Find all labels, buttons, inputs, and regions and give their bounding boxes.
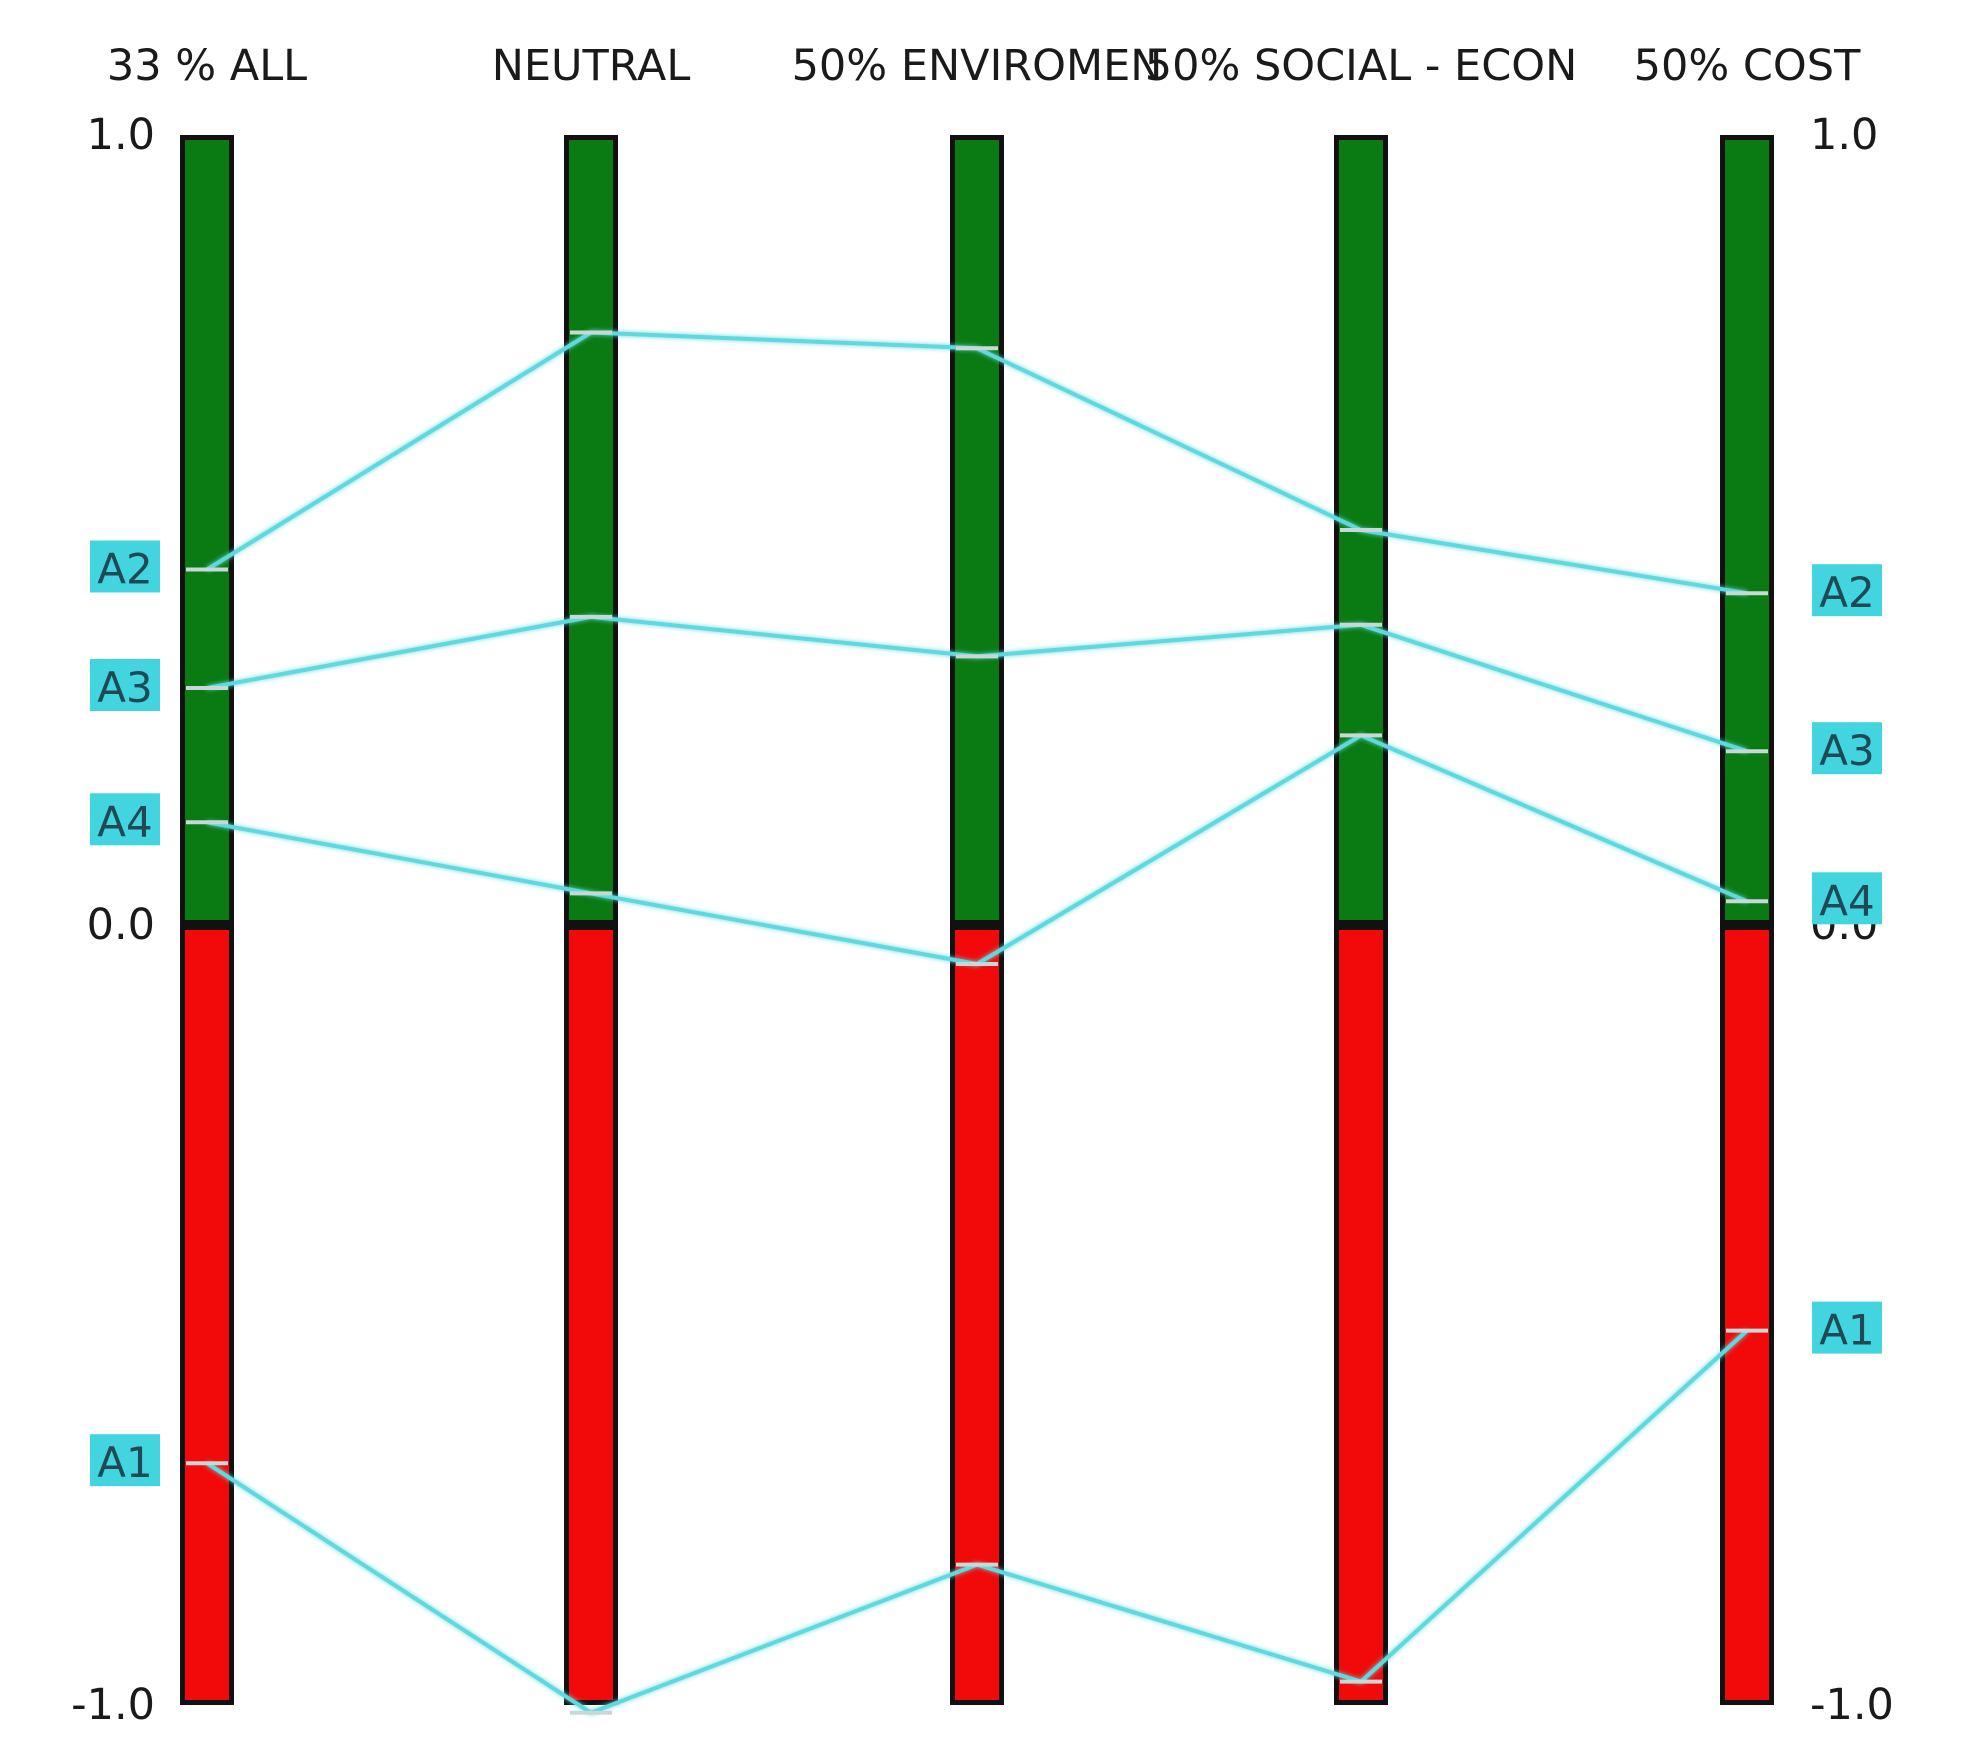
series-label-right: A4 — [1812, 872, 1882, 925]
axis-negative-bar — [1339, 930, 1383, 1700]
axis-50-cost — [1720, 135, 1774, 1705]
series-label-left: A3 — [90, 659, 160, 712]
y-tick-label-left: 0.0 — [87, 900, 155, 950]
label-box — [1812, 1301, 1882, 1354]
axis-33-all — [180, 135, 234, 1705]
axis-positive-bar — [569, 140, 613, 920]
label-box — [1812, 564, 1882, 617]
series-name-label: A2 — [1819, 568, 1874, 617]
scenario-label: 50% ENVIROMEN — [792, 41, 1163, 91]
series-name-label: A4 — [1819, 876, 1874, 925]
label-box — [90, 659, 160, 711]
alternative-lines — [186, 330, 1768, 1715]
scenario-axes — [180, 135, 1774, 1705]
axis-positive-bar — [955, 140, 999, 920]
y-tick-label-left: 1.0 — [87, 110, 155, 160]
axis-positive-bar — [185, 140, 229, 920]
label-box — [1812, 872, 1882, 925]
series-a2 — [186, 330, 1768, 596]
series-label-right: A1 — [1812, 1301, 1882, 1355]
y-tick-label-right: -1.0 — [1810, 1680, 1894, 1730]
y-tick-label-left: -1.0 — [71, 1680, 155, 1730]
label-box — [90, 1434, 160, 1487]
axis-negative-bar — [1725, 930, 1769, 1700]
scenario-label: 33 % ALL — [107, 41, 307, 91]
axis-neutral — [564, 135, 618, 1705]
scenario-label: 50% SOCIAL - ECON — [1145, 41, 1578, 91]
axis-negative-bar — [569, 930, 613, 1700]
y-tick-label-right: 1.0 — [1810, 110, 1878, 160]
series-label-left: A1 — [90, 1434, 160, 1487]
axis-negative-bar — [955, 930, 999, 1700]
series-name-label: A1 — [1819, 1306, 1874, 1355]
scenario-label: NEUTRAL — [492, 41, 691, 91]
series-name-label: A4 — [97, 797, 152, 846]
axis-negative-bar — [185, 930, 229, 1700]
series-name-label: A3 — [97, 663, 152, 712]
series-a4 — [186, 733, 1768, 966]
scenario-label: 50% COST — [1634, 41, 1861, 91]
series-label-left: A2 — [90, 540, 160, 594]
series-a3 — [186, 614, 1768, 754]
axis-50-social-econ — [1334, 135, 1388, 1705]
series-label-left: A4 — [90, 793, 160, 846]
series-name-label: A3 — [1819, 726, 1874, 775]
series-name-label: A1 — [97, 1438, 152, 1487]
label-box — [90, 793, 160, 846]
series-a1 — [186, 1328, 1768, 1715]
axis-positive-bar — [1725, 140, 1769, 920]
label-box — [1812, 722, 1882, 775]
label-box — [90, 540, 160, 593]
series-label-right: A2 — [1812, 564, 1882, 617]
series-name-label: A2 — [97, 545, 152, 594]
series-label-right: A3 — [1812, 722, 1882, 775]
axis-50-enviromen — [950, 135, 1004, 1705]
